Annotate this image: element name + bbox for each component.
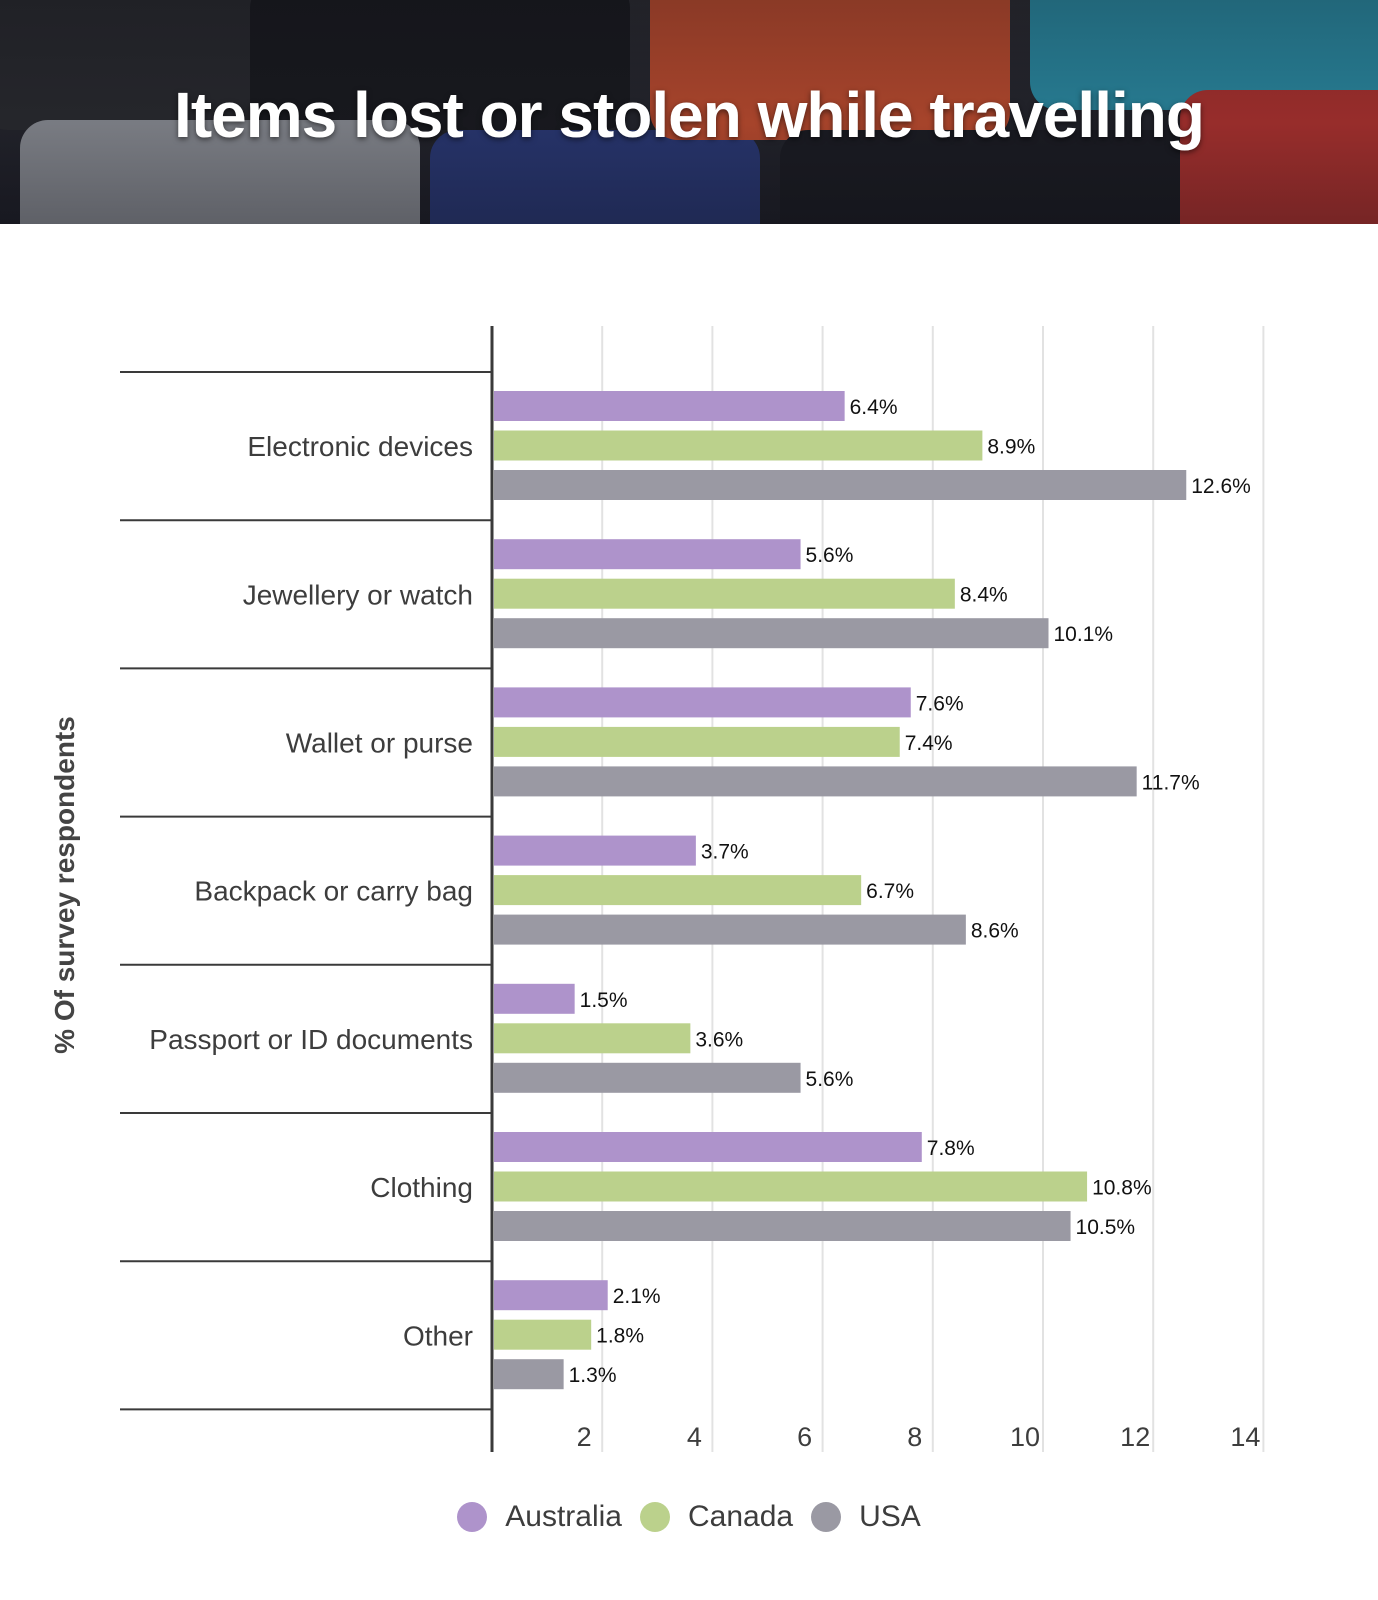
x-tick-label: 8	[907, 1422, 922, 1452]
data-label: 6.7%	[866, 880, 914, 903]
bar-canada	[494, 875, 862, 906]
bar-canada	[494, 1023, 691, 1054]
bar-australia	[494, 687, 911, 718]
data-label: 10.1%	[1054, 623, 1114, 646]
data-label: 10.8%	[1092, 1177, 1152, 1200]
data-label: 8.9%	[987, 436, 1035, 459]
data-label: 3.7%	[701, 841, 749, 864]
category-label: Other	[403, 1320, 473, 1351]
category-label: Wallet or purse	[286, 728, 473, 759]
header-banner: Items lost or stolen while travelling	[0, 0, 1378, 224]
legend-label: USA	[859, 1500, 921, 1533]
data-label: 7.6%	[916, 692, 964, 715]
bar-canada	[494, 1319, 592, 1350]
bar-canada	[494, 726, 900, 757]
data-label: 1.8%	[596, 1325, 644, 1348]
data-label: 1.3%	[569, 1364, 617, 1387]
category-label: Clothing	[370, 1172, 473, 1203]
bars	[494, 391, 1187, 1390]
bar-canada	[494, 1171, 1088, 1202]
bar-canada	[494, 578, 955, 609]
x-tick-label: 14	[1230, 1422, 1260, 1452]
category-label: Jewellery or watch	[243, 579, 473, 610]
suitcase-image	[1180, 90, 1378, 224]
data-label: 3.6%	[695, 1028, 743, 1051]
category-label: Backpack or carry bag	[194, 876, 473, 907]
category-separators	[120, 371, 492, 1411]
data-label: 7.8%	[927, 1137, 975, 1160]
data-label: 7.4%	[905, 732, 953, 755]
suitcase-image	[0, 0, 280, 130]
category-label: Electronic devices	[247, 431, 473, 462]
bar-australia	[494, 391, 845, 421]
x-tick-label: 6	[797, 1422, 812, 1452]
x-tick-label: 2	[577, 1422, 592, 1452]
banner-overlay	[0, 0, 1378, 224]
y-axis-title: % Of survey respondents	[49, 716, 80, 1054]
legend: Australia Canada USA	[0, 1500, 1378, 1534]
data-label: 5.6%	[806, 544, 854, 567]
legend-label: Canada	[687, 1500, 794, 1533]
data-label: 6.4%	[850, 396, 898, 419]
data-label: 2.1%	[613, 1285, 661, 1308]
x-tick-label: 12	[1120, 1422, 1150, 1452]
x-tick-label: 4	[687, 1422, 702, 1452]
legend-swatch	[639, 1502, 670, 1532]
data-label: 11.7%	[1142, 771, 1200, 794]
bar-canada	[494, 430, 983, 461]
suitcase-image	[650, 0, 1010, 140]
bar-usa	[494, 618, 1049, 649]
chart-title: Items lost or stolen while travelling	[174, 79, 1205, 151]
legend-swatch	[457, 1502, 488, 1532]
data-label: 8.4%	[960, 584, 1008, 607]
legend-item-australia: Australia	[457, 1500, 622, 1534]
bar-australia	[494, 835, 696, 866]
bar-usa	[494, 470, 1187, 500]
bar-usa	[494, 1359, 564, 1390]
data-label: 12.6%	[1191, 475, 1251, 498]
bar-usa	[494, 1062, 801, 1093]
labels: 2 4 6 8 10 12 14 Electronic devices 6.4% 8.9% 12.6…	[149, 396, 1260, 1452]
x-tick-label: 10	[1010, 1422, 1040, 1452]
bar-australia	[494, 983, 575, 1014]
bar-usa	[494, 914, 966, 945]
bar-australia	[494, 539, 801, 570]
suitcase-image	[430, 130, 760, 224]
data-label: 8.6%	[971, 920, 1019, 943]
bar-usa	[494, 766, 1137, 797]
legend-swatch	[811, 1502, 842, 1532]
legend-item-usa: USA	[811, 1500, 921, 1534]
bar-usa	[494, 1211, 1071, 1241]
legend-item-canada: Canada	[639, 1500, 794, 1534]
data-label: 1.5%	[580, 989, 628, 1012]
legend-label: Australia	[505, 1500, 622, 1533]
data-label: 10.5%	[1076, 1216, 1136, 1239]
bar-australia	[494, 1280, 608, 1311]
bar-australia	[494, 1132, 922, 1162]
category-label: Passport or ID documents	[149, 1024, 473, 1055]
suitcase-image	[780, 130, 1200, 224]
suitcase-image	[250, 0, 630, 130]
suitcase-image	[20, 120, 420, 224]
data-label: 5.6%	[806, 1068, 854, 1091]
